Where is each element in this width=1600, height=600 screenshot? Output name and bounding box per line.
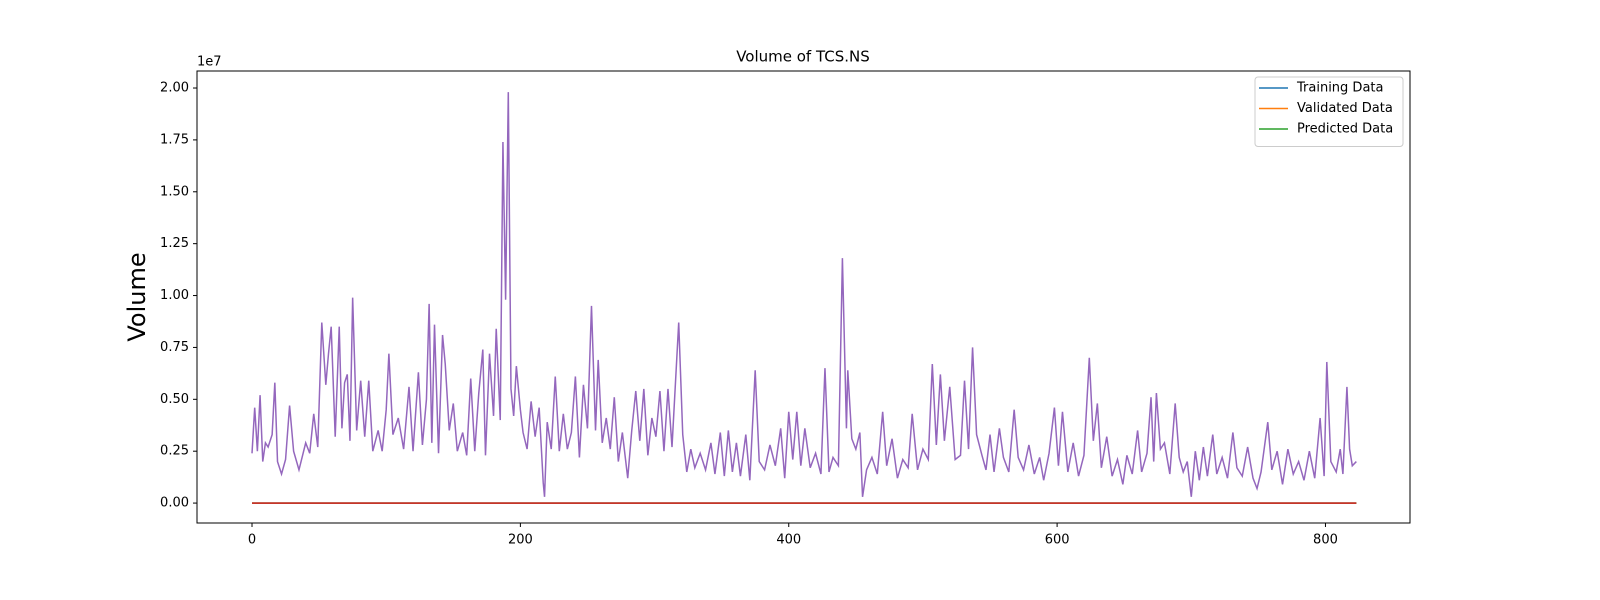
x-tick-label: 200 [508,533,533,548]
x-tick-label: 400 [776,533,801,548]
y-tick-label: 1.50 [160,184,189,199]
y-tick-label: 1.25 [160,236,189,251]
chart-title: Volume of TCS.NS [736,48,870,66]
legend-label: Training Data [1296,81,1383,96]
y-tick-label: 0.00 [160,496,189,511]
y-tick-label: 0.25 [160,444,189,459]
x-tick-label: 0 [248,533,256,548]
y-tick-label: 0.50 [160,392,189,407]
y-tick-label: 2.00 [160,81,189,96]
series-line [251,92,1357,497]
plot-frame [196,70,1411,524]
y-axis-label: Volume [123,252,151,341]
y-tick-label: 0.75 [160,340,189,355]
x-tick-label: 800 [1313,533,1338,548]
y-tick-label: 1.00 [160,288,189,303]
x-tick-label: 600 [1045,533,1070,548]
y-offset-label: 1e7 [197,55,222,70]
y-tick-label: 1.75 [160,132,189,147]
legend-label: Predicted Data [1297,122,1393,137]
legend-box [1254,76,1404,147]
legend-label: Validated Data [1297,101,1393,116]
